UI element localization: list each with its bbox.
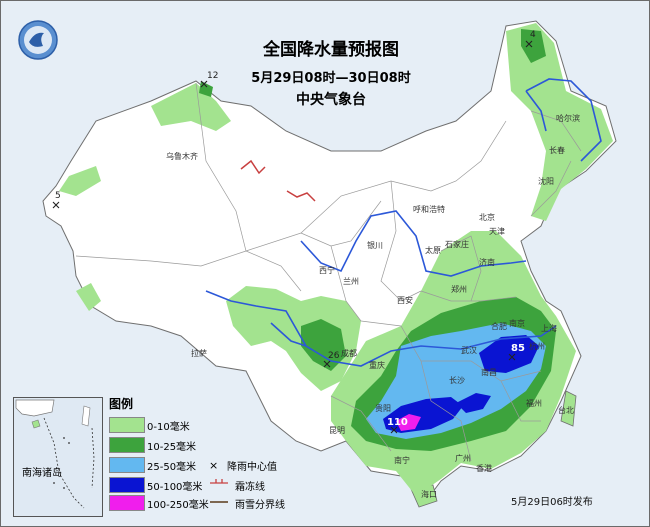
city-label: 济南 (479, 257, 495, 267)
city-label: 香港 (476, 463, 492, 473)
legend-swatch (109, 437, 145, 453)
city-label: 太原 (425, 245, 441, 255)
city-label: 西安 (397, 295, 413, 305)
legend-label: 100-250毫米 (147, 500, 209, 511)
rain-100-250-area (396, 414, 421, 431)
city-label: 台北 (558, 405, 574, 415)
city-label: 长沙 (449, 375, 465, 385)
city-label: 拉萨 (191, 348, 207, 358)
legend-label: 霜冻线 (235, 482, 265, 493)
rain-center-value: 4 (530, 30, 536, 40)
city-label: 福州 (526, 399, 542, 408)
rivers (205, 78, 602, 367)
city-label: 海口 (421, 489, 437, 499)
cma-logo-icon (18, 20, 58, 60)
legend-label: 雨雪分界线 (235, 500, 285, 511)
rain-center-value: 110 (387, 417, 408, 428)
legend-label: 25-50毫米 (147, 462, 197, 473)
city-label: 南宁 (394, 455, 410, 465)
legend-swatch (109, 495, 145, 511)
city-label: 西宁 (319, 265, 335, 275)
issue-time: 5月29日06时发布 (511, 497, 593, 508)
city-label: 天津 (489, 226, 505, 236)
legend-label: 0-10毫米 (147, 422, 190, 433)
rain-center-value: 26 (328, 351, 340, 361)
rain-center-value: 12 (207, 71, 218, 81)
frost-line-2 (286, 190, 316, 202)
legend-label: 10-25毫米 (147, 442, 197, 453)
city-label: 银川 (367, 240, 383, 250)
south-china-sea-inset: 南海诸岛 (13, 397, 103, 517)
frost-line-symbol-icon (210, 479, 228, 484)
city-label: 哈尔滨 (556, 113, 580, 123)
city-label: 昆明 (329, 426, 345, 435)
inset-label: 南海诸岛 (22, 468, 62, 479)
legend-label: 50-100毫米 (147, 482, 203, 493)
city-label: 上海 (541, 323, 557, 333)
city-label: 杭州 (529, 341, 545, 351)
city-label: 长春 (549, 145, 565, 155)
city-label: 郑州 (451, 284, 467, 294)
issuer: 中央气象台 (296, 92, 366, 108)
legend-swatch (109, 457, 145, 473)
legend-label: 降雨中心值 (227, 462, 277, 473)
rain-center-value: 85 (511, 343, 525, 354)
city-label: 兰州 (343, 276, 359, 286)
city-label: 广州 (455, 453, 471, 463)
province-borders (75, 82, 582, 462)
legend: 图例 0-10毫米 10-25毫米 25-50毫米 50-100毫米 100-2… (13, 395, 313, 515)
legend-swatch (109, 477, 145, 493)
rain-center-symbol-icon: × (209, 459, 219, 472)
city-labels: 乌鲁木齐 哈尔滨 长春 沈阳 呼和浩特 北京 天津 石家庄 太原 济南 银川 西… (166, 113, 580, 499)
city-label: 重庆 (369, 360, 385, 370)
rain-snow-line-symbol-icon (210, 501, 228, 503)
legend-swatch (109, 417, 145, 433)
rain-center-markers (52, 40, 533, 434)
city-label: 合肥 (491, 321, 507, 331)
taiwan-island (560, 390, 577, 427)
city-label: 沈阳 (538, 176, 554, 186)
city-label: 武汉 (461, 345, 477, 355)
city-label: 成都 (341, 348, 357, 358)
frost-line (240, 159, 266, 175)
forecast-period: 5月29日08时—30日08时 (251, 71, 411, 86)
city-label: 呼和浩特 (413, 204, 445, 214)
city-label: 乌鲁木齐 (166, 151, 198, 161)
city-label: 贵阳 (375, 403, 391, 413)
city-label: 南京 (509, 318, 525, 328)
city-label: 石家庄 (445, 239, 469, 249)
city-label: 南昌 (481, 367, 497, 377)
rain-center-value: 5 (55, 191, 61, 201)
map-title: 全国降水量预报图 (263, 40, 399, 60)
inset-map (15, 399, 95, 509)
city-label: 北京 (479, 212, 495, 222)
legend-title: 图例 (109, 397, 134, 411)
